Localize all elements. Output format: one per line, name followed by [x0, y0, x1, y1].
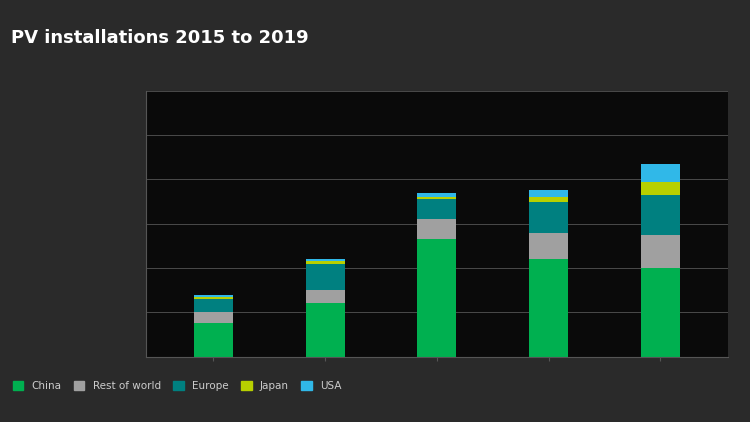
Bar	[417, 197, 457, 199]
Bar	[305, 263, 345, 290]
Bar	[417, 239, 457, 357]
Bar	[529, 197, 568, 201]
Bar	[305, 303, 345, 357]
Bar	[640, 195, 680, 235]
Bar	[417, 199, 457, 219]
Bar	[305, 290, 345, 303]
Bar	[417, 219, 457, 239]
Bar	[194, 312, 233, 323]
Bar	[194, 295, 233, 297]
Text: PV installations 2015 to 2019: PV installations 2015 to 2019	[11, 29, 309, 47]
Bar	[529, 190, 568, 197]
Bar	[640, 181, 680, 195]
Bar	[305, 259, 345, 261]
Bar	[305, 261, 345, 263]
Bar	[640, 235, 680, 268]
Bar	[194, 297, 233, 299]
Bar	[529, 233, 568, 259]
Bar	[640, 164, 680, 181]
Bar	[194, 299, 233, 312]
Bar	[194, 323, 233, 357]
Bar	[529, 201, 568, 233]
Bar	[529, 259, 568, 357]
Legend: China, Rest of world, Europe, Japan, USA: China, Rest of world, Europe, Japan, USA	[13, 381, 342, 391]
Bar	[417, 192, 457, 197]
Bar	[640, 268, 680, 357]
